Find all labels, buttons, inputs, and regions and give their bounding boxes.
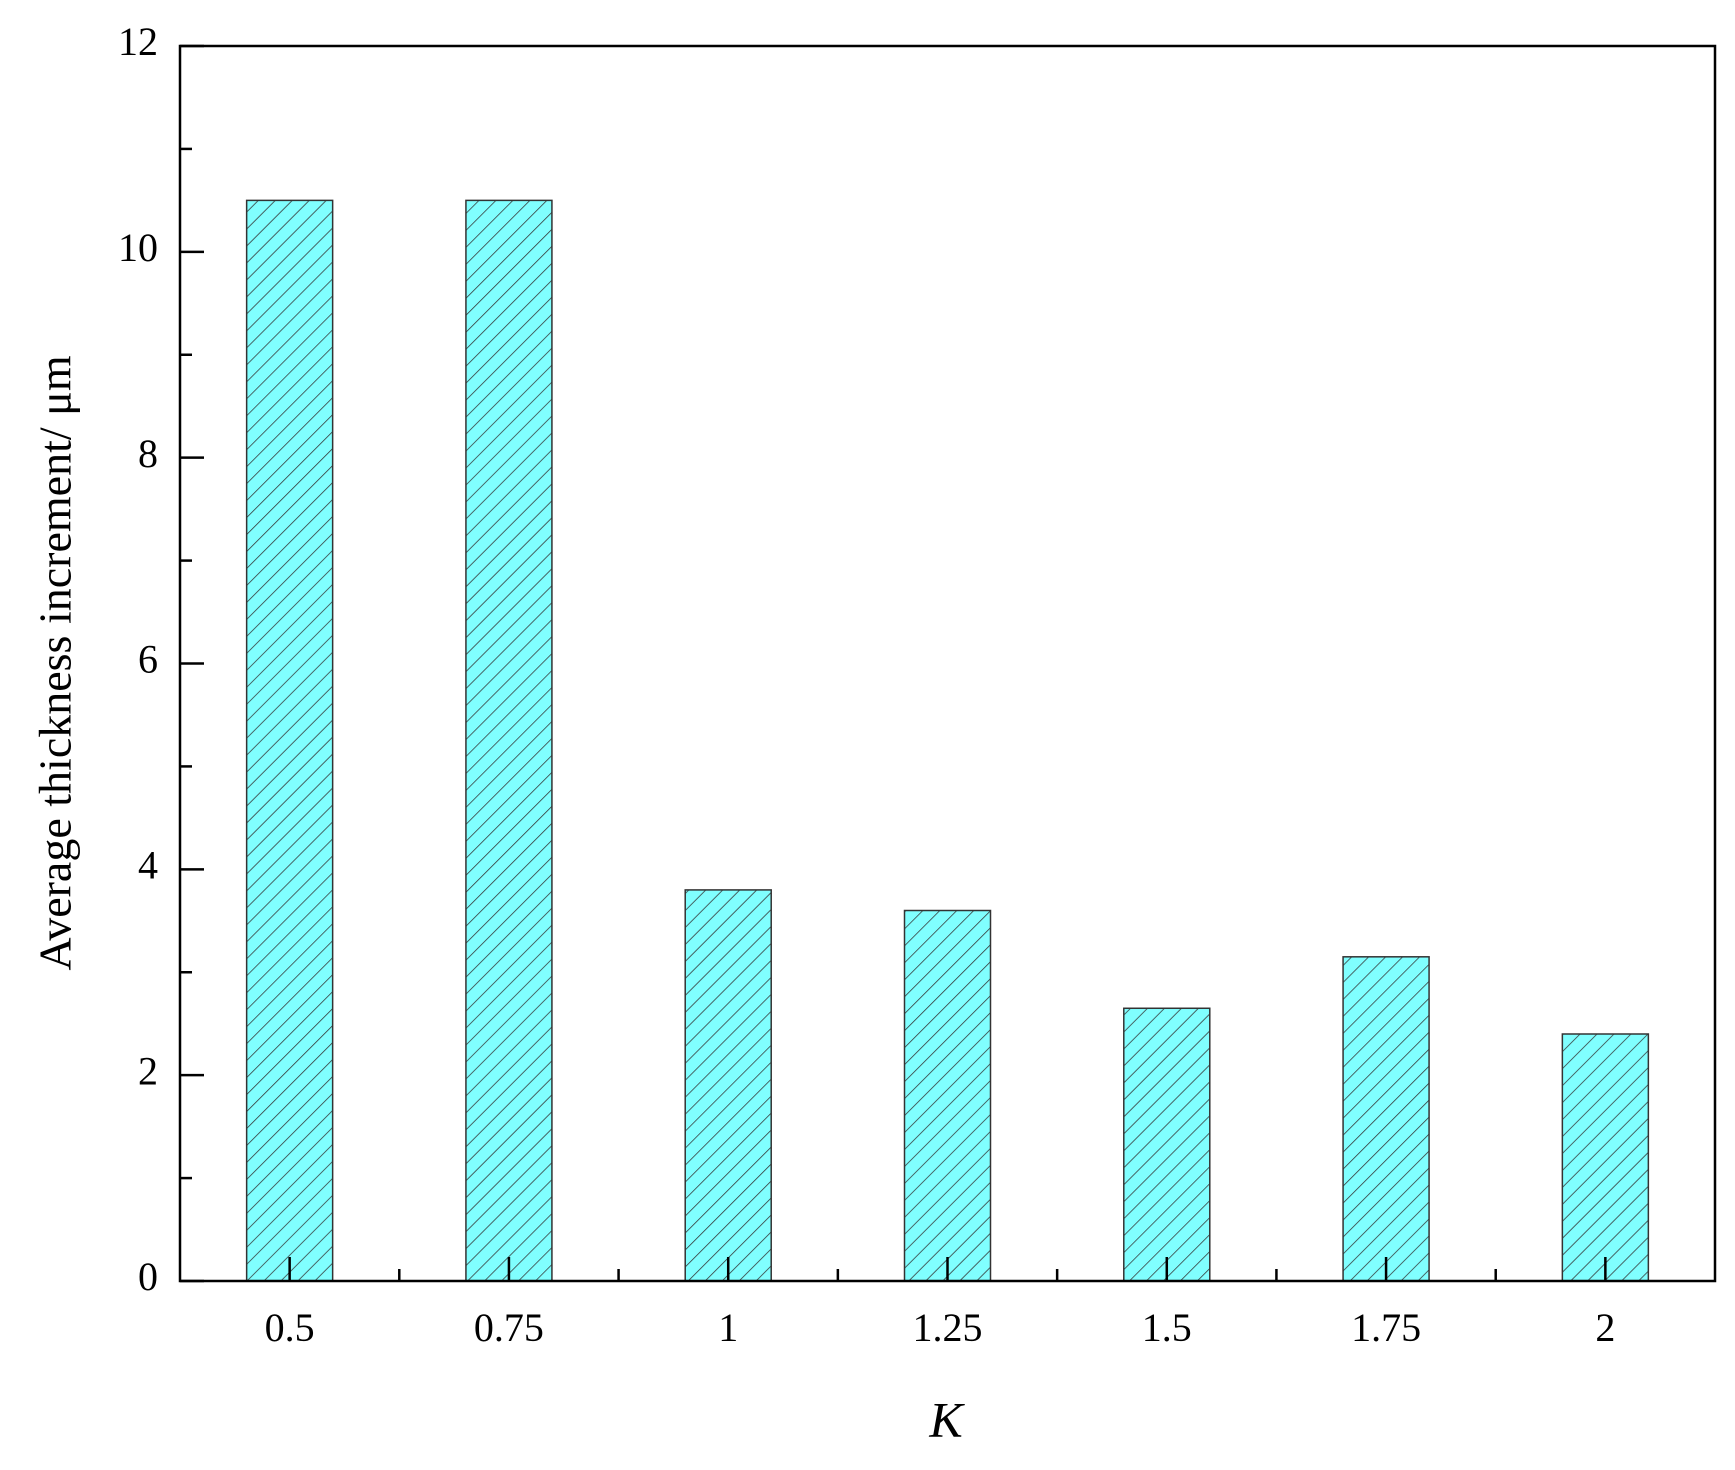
bar (465, 199, 553, 1282)
plot-frame (178, 44, 1717, 1283)
x-tick-label: 2 (1595, 1305, 1615, 1350)
y-tick-label: 8 (138, 431, 158, 476)
x-tick-label: 0.75 (474, 1305, 544, 1350)
y-tick-label: 0 (138, 1254, 158, 1299)
bar (1342, 956, 1430, 1282)
bar (1561, 1033, 1650, 1282)
x-tick-label: 1.75 (1351, 1305, 1421, 1350)
bar (1123, 1007, 1211, 1282)
y-tick-label: 6 (138, 637, 158, 682)
y-tick-label: 2 (138, 1048, 158, 1093)
bar (903, 909, 992, 1282)
x-tick-label: 1.25 (913, 1305, 983, 1350)
x-tick-label: 0.5 (265, 1305, 315, 1350)
bar (684, 889, 772, 1282)
y-axis-label: Average thickness increment/ μm (30, 355, 81, 970)
x-tick-label: 1.5 (1142, 1305, 1192, 1350)
y-tick-label: 10 (118, 225, 158, 270)
x-axis-label: K (928, 1391, 965, 1447)
x-tick-label: 1 (718, 1305, 738, 1350)
bar (245, 199, 334, 1282)
y-tick-label: 12 (118, 19, 158, 64)
y-tick-label: 4 (138, 843, 158, 888)
